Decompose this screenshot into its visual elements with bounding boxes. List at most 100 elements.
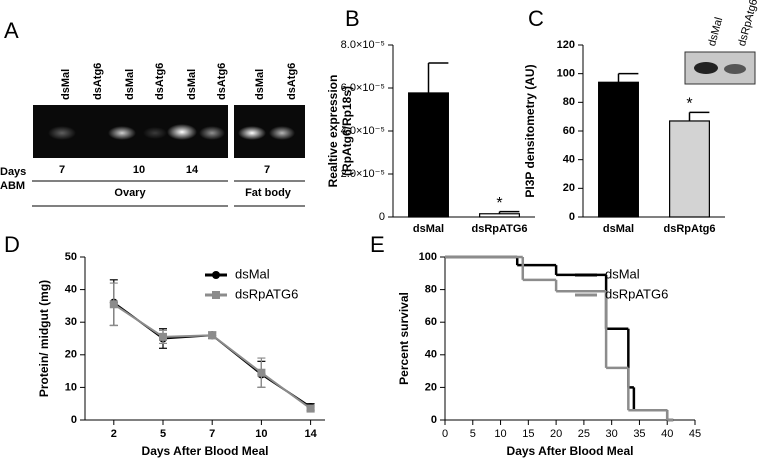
lane-label: dsAtg6 xyxy=(286,63,298,100)
x-tick-label: 14 xyxy=(304,428,317,440)
annotation: * xyxy=(686,96,692,113)
legend-marker xyxy=(212,291,220,299)
y-tick-label: 100 xyxy=(557,68,575,80)
x-tick-label: dsMal xyxy=(413,223,444,235)
y-tick-label: 100 xyxy=(419,251,437,263)
group-label: Ovary xyxy=(114,187,146,199)
blot-band xyxy=(724,64,746,74)
y-tick-label: 0 xyxy=(431,414,437,426)
gel-band xyxy=(143,127,167,139)
point xyxy=(109,300,118,309)
x-tick-label: dsMal xyxy=(603,223,634,235)
x-tick-label: 30 xyxy=(606,428,618,440)
blot-band xyxy=(694,62,718,74)
y-tick-label: 20 xyxy=(65,349,77,361)
day-label: 10 xyxy=(133,164,145,176)
y-tick-label: 50 xyxy=(65,251,77,263)
y-tick-label: 0 xyxy=(569,211,575,223)
gel-band xyxy=(167,124,197,140)
series-line xyxy=(113,303,312,410)
lane-label: dsAtg6 xyxy=(92,63,104,100)
legend-label: dsRpATG6 xyxy=(605,286,668,301)
y-tick-label: 2.0×10⁻⁵ xyxy=(341,168,385,180)
y-axis-label: PI3P densitometry (AU) xyxy=(523,64,537,197)
gel-band xyxy=(269,126,295,140)
y-tick-label: 0 xyxy=(379,211,385,223)
day-label: 7 xyxy=(59,164,65,176)
day-label: 7 xyxy=(264,164,270,176)
blot-lane-label: dsMal xyxy=(706,16,725,47)
x-tick-label: 5 xyxy=(160,428,166,440)
legend-marker xyxy=(212,271,220,279)
x-tick-label: 20 xyxy=(550,428,562,440)
legend-label: dsMal xyxy=(605,266,640,281)
x-tick-label: dsRpATG6 xyxy=(471,223,527,235)
lane-label: dsAtg6 xyxy=(154,63,166,100)
lane-label: dsMal xyxy=(186,69,198,100)
y-tick-label: 10 xyxy=(65,381,77,393)
y-tick-label: 0 xyxy=(71,414,77,426)
y-axis-label: Percent survival xyxy=(397,292,411,385)
point xyxy=(257,368,266,377)
y-tick-label: 120 xyxy=(557,39,575,51)
day-label: 14 xyxy=(186,164,199,176)
y-axis-label: Protein/ midgut (mg) xyxy=(37,280,51,397)
panel-label: E xyxy=(370,232,385,257)
lane-label: dsAtg6 xyxy=(216,63,228,100)
y-tick-label: 30 xyxy=(65,316,77,328)
y-tick-label: 20 xyxy=(563,182,575,194)
x-tick-label: 40 xyxy=(661,428,673,440)
panel-label: C xyxy=(528,6,544,31)
x-tick-label: 10 xyxy=(255,428,267,440)
point xyxy=(306,404,315,413)
y-tick-label: 60 xyxy=(563,125,575,137)
x-tick-label: 15 xyxy=(522,428,534,440)
bar xyxy=(408,92,449,218)
annotation: * xyxy=(496,195,502,212)
x-tick-label: 10 xyxy=(494,428,506,440)
y-tick-label: 60 xyxy=(425,316,437,328)
x-tick-label: 0 xyxy=(442,428,448,440)
y-axis-label: Realtive expression xyxy=(326,75,340,188)
gel-band xyxy=(48,126,76,140)
group-label: Fat body xyxy=(245,187,292,199)
series-line xyxy=(113,301,312,408)
panel-label: D xyxy=(4,232,20,257)
gel-band xyxy=(199,126,225,140)
panel-label: B xyxy=(345,6,360,31)
y-tick-label: 40 xyxy=(425,349,437,361)
lane-label: dsMal xyxy=(124,69,136,100)
x-tick-label: 7 xyxy=(209,428,215,440)
x-tick-label: 45 xyxy=(689,428,701,440)
legend-label: dsRpATG6 xyxy=(235,286,298,301)
y-tick-label: 4.0×10⁻⁵ xyxy=(341,125,385,137)
x-axis-label: Days After Blood Meal xyxy=(507,444,634,458)
lane-label: dsMal xyxy=(60,69,72,100)
x-tick-label: 2 xyxy=(111,428,117,440)
gel-band xyxy=(238,126,266,140)
row-label: Days xyxy=(0,166,26,178)
y-tick-label: 6.0×10⁻⁵ xyxy=(341,82,385,94)
bar xyxy=(669,120,710,218)
x-tick-label: dsRpAtg6 xyxy=(664,223,716,235)
y-axis-label: (RpAtg6/Rp18s) xyxy=(340,86,354,176)
y-tick-label: 40 xyxy=(65,284,77,296)
legend-label: dsMal xyxy=(235,266,270,281)
lane-label: dsMal xyxy=(254,69,266,100)
y-tick-label: 40 xyxy=(563,154,575,166)
y-tick-label: 8.0×10⁻⁵ xyxy=(341,39,385,51)
x-axis-label: Days After Blood Meal xyxy=(142,444,269,458)
blot-lane-label: dsRpAtg6 xyxy=(736,0,760,48)
y-tick-label: 20 xyxy=(425,381,437,393)
y-tick-label: 80 xyxy=(563,96,575,108)
x-tick-label: 35 xyxy=(633,428,645,440)
bar xyxy=(479,213,520,218)
gel-band xyxy=(108,126,136,140)
point xyxy=(159,332,167,341)
x-tick-label: 5 xyxy=(470,428,476,440)
bar xyxy=(598,81,639,218)
y-tick-label: 80 xyxy=(425,284,437,296)
panel-label: A xyxy=(4,18,19,43)
point xyxy=(208,331,217,340)
